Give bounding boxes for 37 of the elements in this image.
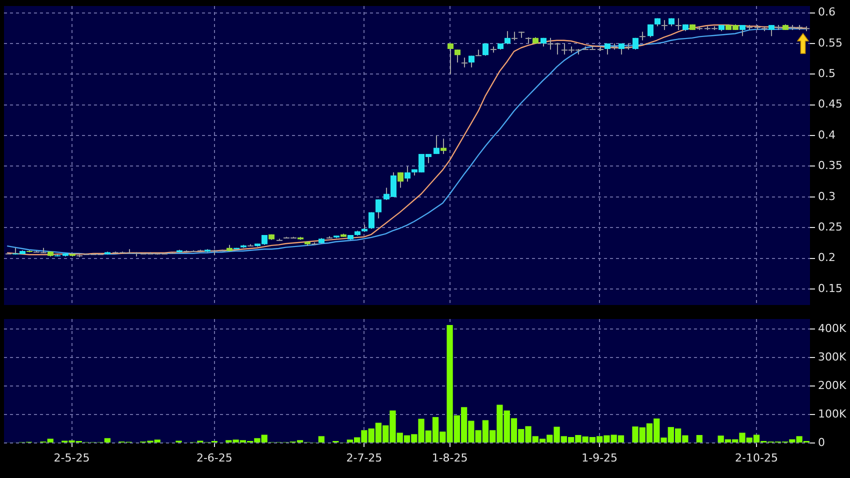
y-tick-label: 0.3 [818, 190, 836, 203]
candlestick [368, 212, 374, 230]
x-tick-label: 2-5-25 [54, 451, 90, 464]
x-tick-label: 2-10-25 [735, 451, 778, 464]
x-tick-label: 2-6-25 [196, 451, 232, 464]
candlestick [448, 42, 454, 75]
candlestick [676, 18, 682, 30]
y-tick-label: 0.2 [818, 251, 836, 264]
x-tick-label: 2-7-25 [346, 451, 382, 464]
y-tick-label: 0.6 [818, 6, 836, 19]
candlestick [462, 57, 468, 68]
x-tick-label: 1-9-25 [582, 451, 618, 464]
candlestick [454, 49, 460, 63]
y-tick-label: 0.15 [818, 282, 842, 295]
y-tick-label: 400K [818, 322, 847, 335]
y-tick-label: 0.5 [818, 67, 836, 80]
bar [318, 436, 324, 442]
y-tick-label: 0.45 [818, 98, 842, 111]
candlestick [398, 172, 404, 188]
y-tick-label: 0 [818, 436, 825, 449]
y-tick-label: 200K [818, 378, 847, 392]
y-tick-label: 0.4 [818, 128, 836, 142]
y-tick-label: 300K [818, 350, 847, 364]
candlestick [212, 249, 218, 256]
candlestick [440, 138, 446, 154]
candlestick [648, 24, 654, 38]
bar [696, 435, 703, 442]
x-tick-label: 1-8-25 [432, 451, 468, 464]
candlestick [662, 20, 668, 30]
candlestick [482, 42, 488, 56]
candlestick [404, 166, 410, 182]
y-tick-label: 0.55 [818, 36, 842, 50]
y-tick-label: 100K [818, 407, 847, 420]
y-tick-label: 0.35 [818, 159, 842, 172]
y-tick-label: 0.25 [818, 220, 842, 234]
candlestick [434, 135, 440, 154]
candlestick [376, 198, 382, 219]
